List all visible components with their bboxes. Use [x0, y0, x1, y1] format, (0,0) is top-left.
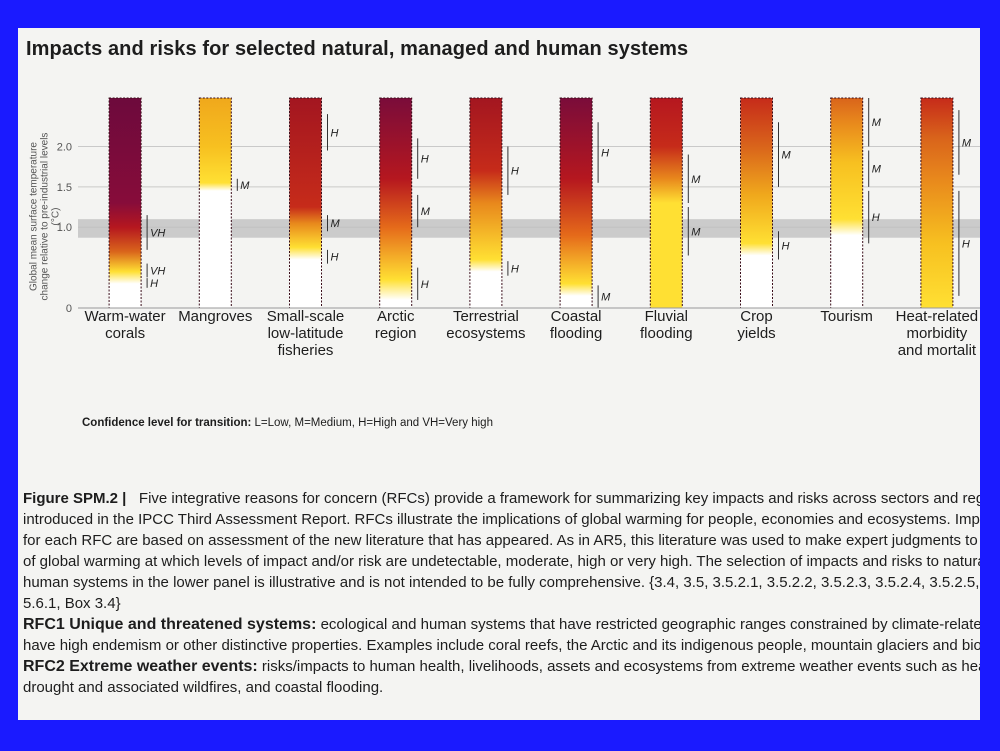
rfc1-title: RFC1 Unique and threatened systems: [23, 616, 317, 633]
y-tick-label: 0 [66, 303, 72, 315]
category-label-line: Arctic [376, 308, 415, 325]
confidence-level: H [511, 166, 519, 178]
category-label: Mangroves [160, 308, 270, 325]
confidence-legend-text: L=Low, M=Medium, H=High and VH=Very high [254, 417, 493, 429]
document-page: Impacts and risks for selected natural, … [18, 28, 980, 720]
confidence-level: M [691, 226, 701, 238]
risk-bar [740, 97, 773, 309]
caption-line-1: Five integrative reasons for concern (RF… [138, 490, 980, 507]
risk-bar [649, 97, 683, 309]
confidence-level: H [601, 148, 609, 160]
confidence-level: M [421, 206, 431, 218]
risk-bar [469, 97, 503, 309]
risk-bar [289, 97, 322, 309]
category-label-line: Coastal [550, 308, 602, 325]
category-label-line: Fluvial [644, 308, 688, 325]
category-label: Small-scale low-latitude fisheries [251, 308, 361, 359]
caption-line-3: for each RFC are based on assessment of … [23, 532, 980, 549]
category-label-line: Heat-related [895, 308, 979, 325]
y-tick-label: 1.0 [57, 222, 72, 234]
category-label: Heat-related morbidity and mortalit [882, 308, 980, 359]
y-tick-label: 2.0 [57, 141, 72, 153]
risk-bar [830, 97, 864, 309]
confidence-level: M [782, 150, 792, 162]
category-label-line: flooding [549, 325, 603, 342]
risk-bar [108, 97, 142, 309]
category-label-line: region [374, 325, 417, 342]
category-label-line: morbidity [906, 325, 968, 342]
category-label: Arctic region [341, 308, 451, 342]
confidence-level: H [421, 154, 429, 166]
category-label: Tourism [792, 308, 902, 325]
rfc2-text: risks/impacts to human health, livelihoo… [257, 658, 980, 675]
category-label-line: low-latitude [267, 325, 344, 342]
confidence-level: H [962, 238, 970, 250]
confidence-legend: Confidence level for transition: L=Low, … [82, 417, 493, 429]
rfc2-title: RFC2 Extreme weather events: [23, 658, 258, 675]
confidence-level: VH [150, 227, 165, 239]
risk-bar [559, 97, 593, 309]
confidence-level: M [962, 137, 972, 149]
category-label-line: Warm-water [84, 308, 166, 325]
confidence-level: M [872, 164, 882, 176]
y-tick-label: 1.5 [57, 182, 72, 194]
caption-line-5: human systems in the lower panel is illu… [23, 574, 980, 591]
category-label-line: Terrestrial [452, 308, 519, 325]
confidence-level: M [601, 292, 611, 304]
confidence-legend-label: Confidence level for transition: [82, 417, 255, 429]
confidence-level: H [421, 279, 429, 291]
figure-caption: Figure SPM.2 | Five integrative reasons … [23, 488, 980, 698]
category-label-line: fisheries [277, 342, 334, 359]
confidence-level: M [331, 218, 341, 230]
caption-line-2: introduced in the IPCC Third Assessment … [23, 511, 980, 528]
figure-label: Figure SPM.2 | [23, 490, 127, 507]
confidence-level: H [782, 240, 790, 252]
confidence-level: H [331, 127, 339, 139]
chart-title: Impacts and risks for selected natural, … [26, 38, 689, 60]
risk-bar [379, 97, 413, 309]
confidence-level: H [150, 278, 158, 290]
category-label-line: flooding [640, 325, 693, 342]
category-label-line: Tourism [820, 308, 873, 325]
confidence-level: M [872, 117, 882, 129]
category-label-line: yields [737, 325, 776, 342]
category-label-line: Mangroves [178, 308, 253, 325]
caption-line-6: 5.6.1, Box 3.4} [23, 595, 121, 612]
category-label: Warm-water corals [70, 308, 180, 342]
rfc2-line-2: drought and associated wildfires, and co… [23, 679, 384, 696]
caption-line-4: of global warming at which levels of imp… [23, 553, 980, 570]
confidence-level: VH [150, 265, 165, 277]
category-label: Crop yields [702, 308, 812, 342]
category-label-line: Small-scale [266, 308, 345, 325]
confidence-level: M [240, 180, 250, 192]
confidence-level: M [691, 174, 701, 186]
confidence-level: H [872, 212, 880, 224]
category-label: Fluvial flooding [611, 308, 721, 342]
category-label: Coastal flooding [521, 308, 631, 342]
category-label-line: and mortalit [897, 342, 977, 359]
risk-bar [198, 97, 232, 309]
category-label-line: Crop [740, 308, 773, 325]
risk-bar [920, 97, 954, 309]
rfc1-line-2: have high endemism or other distinctive … [23, 637, 980, 654]
category-label: Terrestrial ecosystems [431, 308, 541, 342]
confidence-level: H [331, 252, 339, 264]
rfc1-text: ecological and human systems that have r… [316, 616, 980, 633]
category-label-line: ecosystems [446, 325, 526, 342]
category-label-line: corals [105, 325, 146, 342]
confidence-level: H [511, 263, 519, 275]
